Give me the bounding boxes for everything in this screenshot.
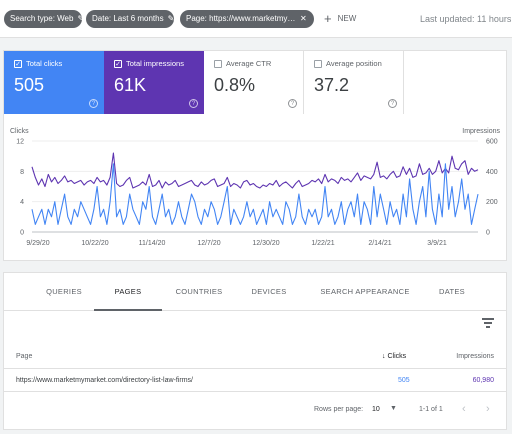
left-tick-label: 12	[16, 139, 24, 146]
help-icon[interactable]: ?	[189, 99, 198, 108]
performance-chart: Clicks Impressions 12 600 8 400 4 200 0 0 9/29/…	[10, 128, 501, 247]
metric-label: Average CTR	[226, 59, 272, 68]
x-tick-label: 1/22/21	[311, 240, 334, 247]
help-icon[interactable]: ?	[288, 99, 297, 108]
metric-value: 37.2	[314, 75, 350, 95]
tab-devices[interactable]: DEVICES	[251, 287, 287, 296]
metric-card-impressions[interactable]: ✓ Total impressions 61K ?	[104, 51, 204, 114]
column-header-clicks-label: Clicks	[387, 353, 407, 360]
rows-per-page-label: Rows per page:	[314, 406, 364, 413]
pencil-icon: ✎	[77, 14, 82, 23]
row-clicks: 505	[398, 377, 410, 384]
last-updated-text: Last updated: 11 hours ago	[420, 14, 512, 24]
prev-page-icon[interactable]: ‹	[462, 403, 466, 415]
metric-label: Total clicks	[26, 59, 63, 68]
checkbox-unchecked-icon[interactable]	[214, 59, 222, 68]
tab-dates[interactable]: DATES	[439, 287, 465, 296]
filter-chip-label: Date: Last 6 months	[92, 14, 164, 23]
x-tick-label: 12/7/20	[197, 240, 220, 247]
metric-value: 0.8%	[214, 75, 256, 95]
right-axis-label: Impressions	[462, 128, 500, 135]
right-tick-label: 600	[486, 139, 498, 146]
new-filter-button[interactable]: + NEW	[324, 10, 356, 28]
help-icon[interactable]: ?	[89, 99, 98, 108]
help-icon[interactable]: ?	[388, 99, 397, 108]
metric-value: 61K	[114, 75, 147, 95]
new-filter-label: NEW	[337, 14, 357, 23]
series-line-clicks	[31, 163, 479, 225]
chart-grid	[32, 140, 478, 233]
right-tick-label: 200	[486, 199, 498, 206]
filter-chip-label: Page: https://www.marketmymar...	[186, 14, 296, 23]
metric-value: 505	[14, 75, 45, 95]
right-tick-label: 400	[486, 169, 498, 176]
dropdown-arrow-icon[interactable]: ▼	[390, 405, 397, 412]
x-tick-label: 3/9/21	[427, 240, 447, 247]
close-circle-icon[interactable]: ✕	[300, 14, 307, 23]
results-table: QUERIES PAGES COUNTRIES DEVICES SEARCH A…	[3, 272, 507, 430]
dimension-tabs: QUERIES PAGES COUNTRIES DEVICES SEARCH A…	[4, 273, 506, 311]
checkbox-checked-icon[interactable]: ✓	[14, 59, 22, 68]
pencil-icon: ✎	[167, 14, 174, 23]
left-axis-label: Clicks	[10, 128, 29, 135]
chart-lines	[31, 152, 479, 225]
chart-x-ticks: 9/29/20 10/22/20 11/14/20 12/7/20 12/30/20 1/…	[26, 240, 447, 247]
tab-search-appearance[interactable]: SEARCH APPEARANCE	[320, 287, 410, 296]
filter-chip-search-type[interactable]: Search type: Web ✎	[4, 10, 82, 28]
metric-label: Average position	[326, 59, 382, 68]
x-tick-label: 11/14/20	[139, 240, 166, 247]
performance-panel: ✓ Total clicks 505 ? ✓ Total impressions 6…	[3, 50, 507, 261]
checkbox-unchecked-icon[interactable]	[314, 59, 322, 68]
tab-pages[interactable]: PAGES	[94, 273, 162, 311]
chart-y-ticks: 12 600 8 400 4 200 0 0	[16, 139, 498, 237]
left-tick-label: 0	[20, 230, 24, 237]
column-header-impressions[interactable]: Impressions	[456, 353, 494, 360]
left-tick-label: 4	[20, 199, 24, 206]
metric-card-ctr[interactable]: Average CTR 0.8% ?	[204, 51, 304, 114]
filter-bar: Search type: Web ✎ Date: Last 6 months ✎…	[0, 0, 512, 38]
column-header-page[interactable]: Page	[16, 353, 33, 360]
metric-label: Total impressions	[126, 59, 184, 68]
series-line-impressions	[31, 152, 479, 189]
checkbox-checked-icon[interactable]: ✓	[114, 59, 122, 68]
x-tick-label: 12/30/20	[252, 240, 279, 247]
pagination: Rows per page: 10 ▼ 1-1 of 1 ‹ ›	[4, 399, 506, 423]
x-tick-label: 2/14/21	[368, 240, 391, 247]
tab-queries[interactable]: QUERIES	[46, 287, 82, 296]
filter-chip-date[interactable]: Date: Last 6 months ✎	[86, 10, 174, 28]
filter-chip-label: Search type: Web	[10, 14, 74, 23]
metric-card-clicks[interactable]: ✓ Total clicks 505 ?	[4, 51, 104, 114]
left-tick-label: 8	[20, 169, 24, 176]
next-page-icon[interactable]: ›	[486, 403, 490, 415]
tab-countries[interactable]: COUNTRIES	[175, 287, 223, 296]
metric-card-position[interactable]: Average position 37.2 ?	[304, 51, 404, 114]
filter-chip-page[interactable]: Page: https://www.marketmymar... ✕	[180, 10, 314, 28]
row-page-url[interactable]: https://www.marketmymarket.com/directory…	[16, 377, 193, 384]
row-impressions: 60,980	[472, 377, 494, 384]
pagination-range: 1-1 of 1	[419, 406, 443, 413]
plus-icon: +	[324, 11, 332, 26]
sort-down-arrow-icon: ↓	[382, 353, 388, 360]
right-tick-label: 0	[486, 230, 490, 237]
table-row[interactable]: https://www.marketmymarket.com/directory…	[4, 370, 506, 392]
filter-rows-icon[interactable]	[482, 318, 494, 328]
column-header-clicks[interactable]: ↓ Clicks	[382, 353, 406, 360]
table-header: Page ↓ Clicks Impressions	[4, 347, 506, 369]
x-tick-label: 9/29/20	[26, 240, 49, 247]
rows-per-page-select[interactable]: 10	[372, 406, 380, 413]
x-tick-label: 10/22/20	[81, 240, 108, 247]
